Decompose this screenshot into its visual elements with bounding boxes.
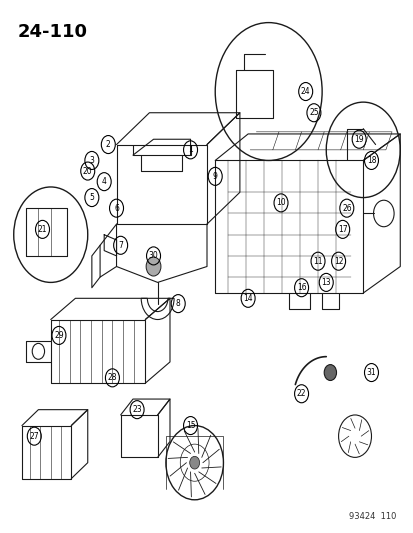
Text: 17: 17 bbox=[337, 225, 347, 234]
Text: 14: 14 bbox=[243, 294, 252, 303]
Text: 16: 16 bbox=[296, 283, 306, 292]
Text: 7: 7 bbox=[118, 241, 123, 250]
Text: 93424  110: 93424 110 bbox=[348, 512, 395, 521]
Text: 28: 28 bbox=[107, 373, 117, 382]
Text: 20: 20 bbox=[83, 166, 93, 175]
Circle shape bbox=[189, 456, 199, 469]
Text: 24: 24 bbox=[300, 87, 310, 96]
Text: 6: 6 bbox=[114, 204, 119, 213]
Text: 30: 30 bbox=[148, 252, 158, 261]
Text: 22: 22 bbox=[296, 389, 306, 398]
Text: 11: 11 bbox=[313, 257, 322, 265]
Text: 26: 26 bbox=[341, 204, 351, 213]
Text: 1: 1 bbox=[188, 146, 192, 155]
Text: 2: 2 bbox=[106, 140, 110, 149]
Text: 23: 23 bbox=[132, 405, 142, 414]
Text: 12: 12 bbox=[333, 257, 342, 265]
Text: 3: 3 bbox=[89, 156, 94, 165]
Text: 15: 15 bbox=[185, 421, 195, 430]
Text: 21: 21 bbox=[38, 225, 47, 234]
Text: 29: 29 bbox=[54, 331, 64, 340]
Text: 27: 27 bbox=[29, 432, 39, 441]
Text: 25: 25 bbox=[309, 108, 318, 117]
Circle shape bbox=[323, 365, 336, 381]
Text: 4: 4 bbox=[102, 177, 107, 186]
Circle shape bbox=[146, 257, 161, 276]
Text: 24-110: 24-110 bbox=[18, 22, 88, 41]
Text: 18: 18 bbox=[366, 156, 375, 165]
Text: 8: 8 bbox=[176, 299, 180, 308]
Text: 9: 9 bbox=[212, 172, 217, 181]
Text: 19: 19 bbox=[354, 135, 363, 144]
Text: 5: 5 bbox=[89, 193, 94, 202]
Text: 10: 10 bbox=[275, 198, 285, 207]
Text: 13: 13 bbox=[320, 278, 330, 287]
Text: 31: 31 bbox=[366, 368, 375, 377]
